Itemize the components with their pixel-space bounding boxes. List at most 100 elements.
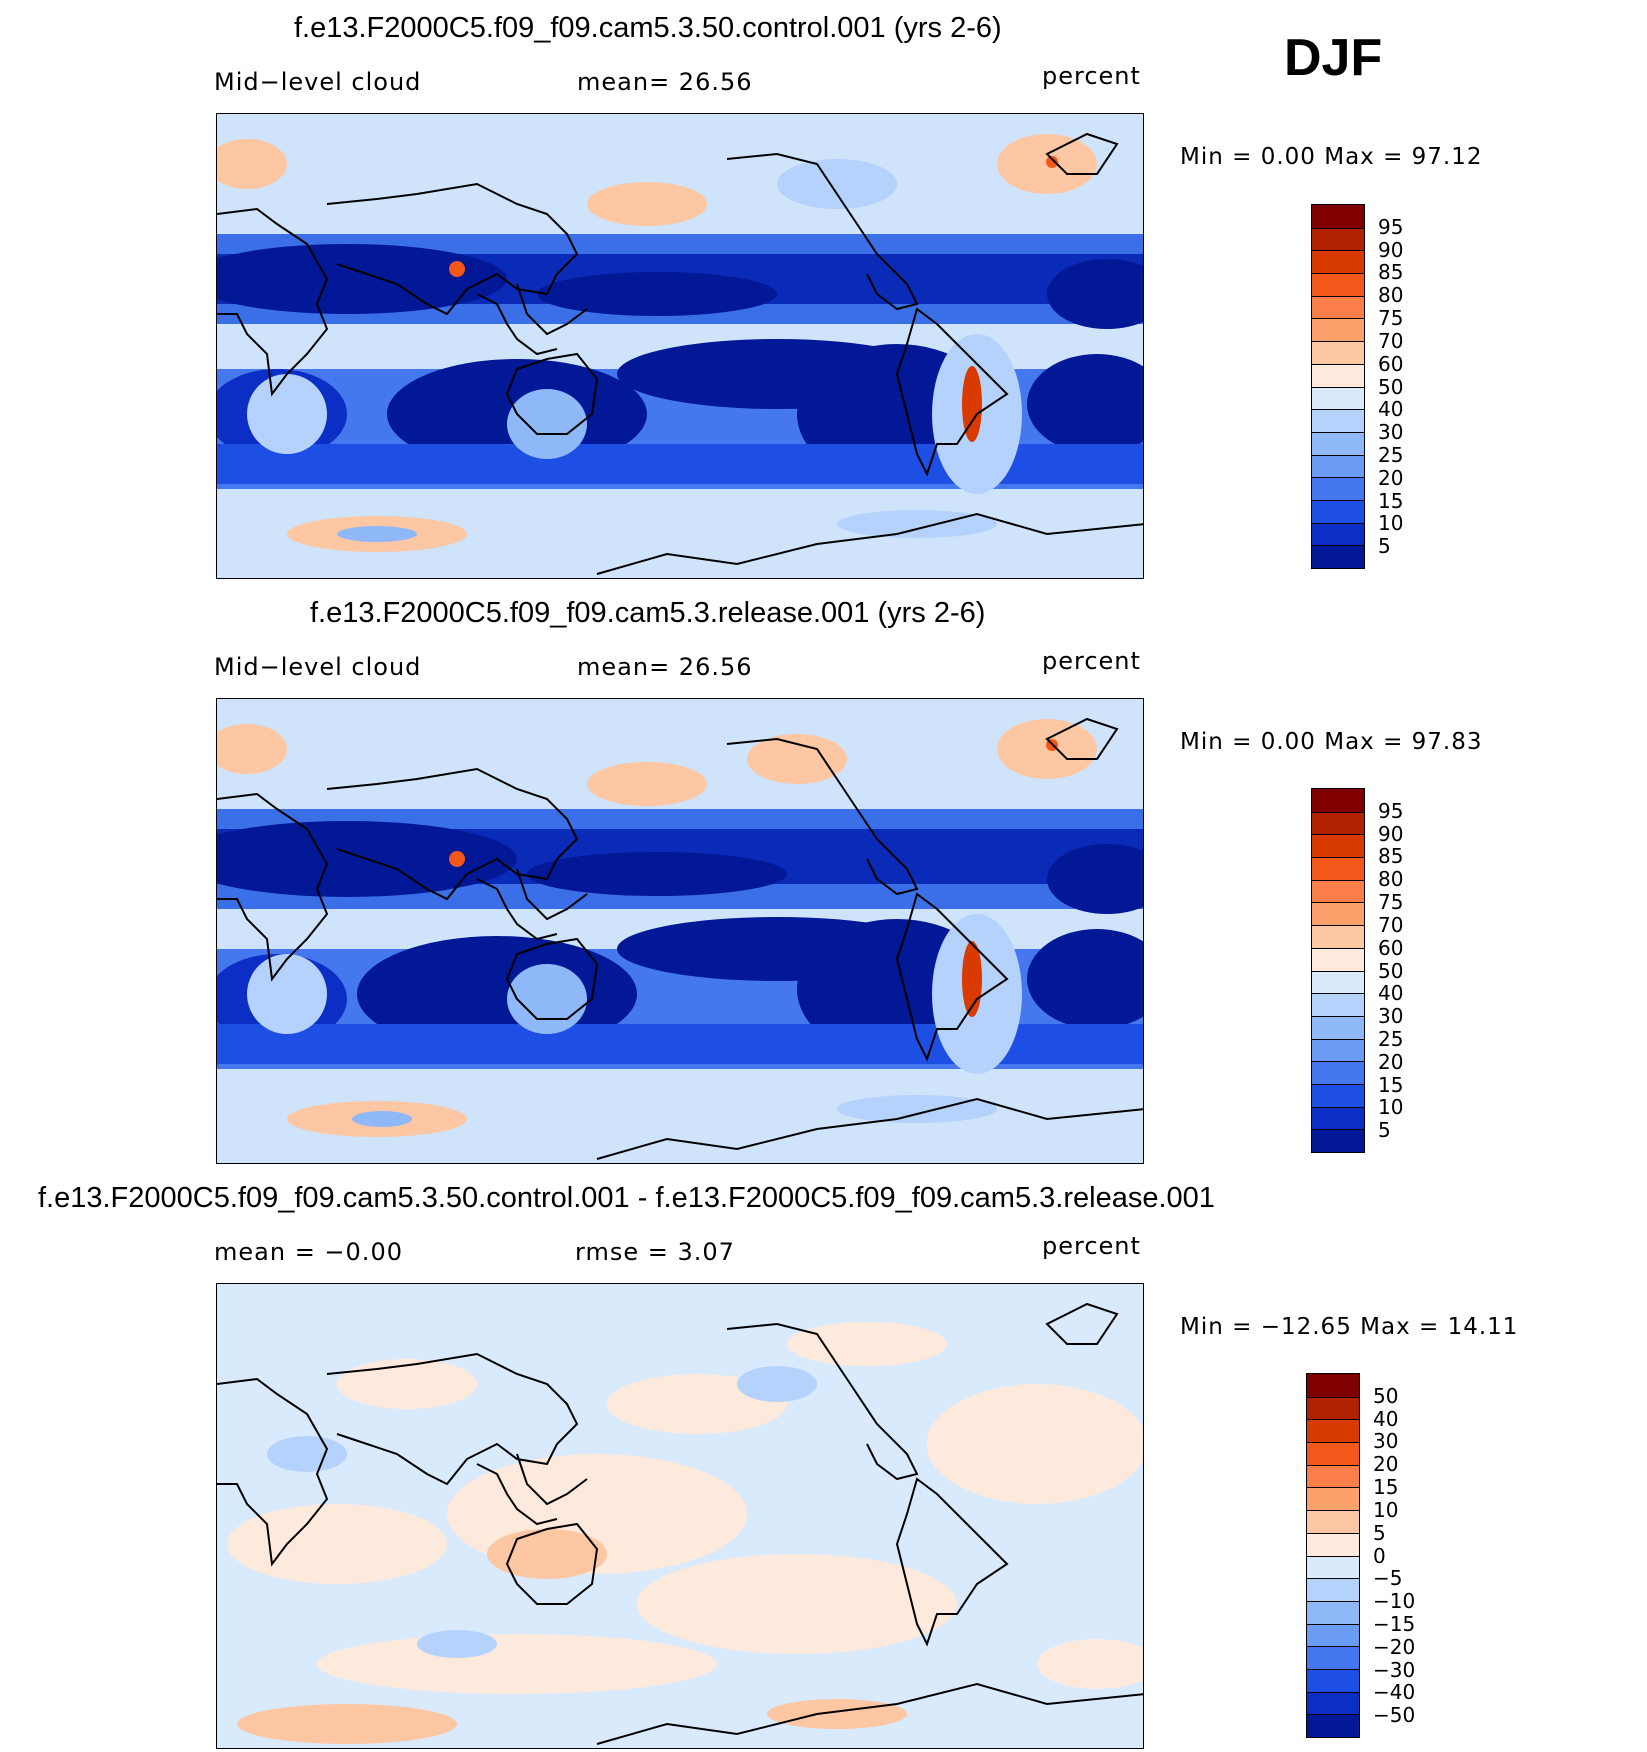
colorbar-tick-label: 20 — [1378, 1049, 1404, 1074]
colorbar-cell — [1312, 1015, 1364, 1039]
panel-1-map — [216, 113, 1144, 579]
panel-2-coastlines — [217, 717, 1143, 1160]
colorbar-cell — [1312, 834, 1364, 858]
colorbar-cell — [1312, 811, 1364, 835]
colorbar-tick-label: 75 — [1378, 890, 1404, 915]
colorbar-tick-label: 90 — [1378, 237, 1404, 262]
colorbar-cell — [1307, 1419, 1359, 1443]
colorbar-cell — [1307, 1578, 1359, 1601]
colorbar-cell — [1312, 970, 1364, 994]
colorbar-cell — [1312, 1038, 1364, 1062]
colorbar-cell — [1307, 1487, 1359, 1511]
colorbar-cell — [1312, 947, 1364, 971]
colorbar-tick-label: 70 — [1378, 328, 1404, 353]
panel-3-coastlines — [217, 1302, 1143, 1745]
panel-1-variable-label: Mid−level cloud — [214, 68, 422, 96]
colorbar-cell — [1312, 902, 1364, 926]
colorbar-tick-label: 15 — [1378, 1072, 1404, 1097]
colorbar-tick-label: 5 — [1378, 1118, 1391, 1143]
colorbar-tick-label: 20 — [1373, 1452, 1399, 1477]
panel-2-units-label: percent — [1042, 647, 1141, 675]
colorbar-tick-label: 5 — [1373, 1520, 1386, 1545]
colorbar-tick-label: 40 — [1373, 1406, 1399, 1431]
colorbar-cell — [1307, 1374, 1359, 1397]
colorbar-cell — [1307, 1396, 1359, 1420]
colorbar-tick-label: 5 — [1378, 534, 1391, 559]
colorbar-cell — [1312, 477, 1364, 500]
colorbar-cell — [1312, 522, 1364, 546]
colorbar-tick-label: 10 — [1378, 511, 1404, 536]
panel-2-map — [216, 698, 1144, 1164]
colorbar-tick-label: 95 — [1378, 798, 1404, 823]
panel-2-minmax: Min = 0.00 Max = 97.83 — [1180, 729, 1483, 755]
colorbar-cell — [1312, 499, 1364, 523]
colorbar-cell — [1307, 1691, 1359, 1715]
colorbar-tick-label: 95 — [1378, 214, 1404, 239]
colorbar-tick-label: 25 — [1378, 1026, 1404, 1051]
colorbar-tick-label: 70 — [1378, 912, 1404, 937]
colorbar-cell — [1312, 993, 1364, 1016]
colorbar-cell — [1312, 1129, 1364, 1152]
colorbar-tick-label: 30 — [1378, 1004, 1404, 1029]
panel-2-variable-label: Mid−level cloud — [214, 653, 422, 681]
season-label: DJF — [1284, 29, 1383, 87]
panel-3-minmax: Min = −12.65 Max = 14.11 — [1180, 1314, 1519, 1340]
colorbar-tick-label: 20 — [1378, 465, 1404, 490]
colorbar-tick-label: 15 — [1378, 488, 1404, 513]
panel-1-minmax: Min = 0.00 Max = 97.12 — [1180, 144, 1483, 170]
colorbar-tick-label: 10 — [1373, 1497, 1399, 1522]
panel-2-title: f.e13.F2000C5.f09_f09.cam5.3.release.001… — [310, 597, 986, 629]
colorbar-tick-label: 40 — [1378, 397, 1404, 422]
colorbar-tick-label: 0 — [1373, 1543, 1386, 1568]
colorbar-tick-label: −20 — [1373, 1634, 1416, 1659]
colorbar-cell — [1312, 341, 1364, 364]
colorbar-cell — [1312, 431, 1364, 455]
panel-1-colorbar-labels: 95 90 85 80 75 70 60 50 40 30 25 20 15 10 5 — [1378, 204, 1438, 569]
colorbar-cell — [1312, 454, 1364, 478]
colorbar-cell — [1307, 1442, 1359, 1465]
colorbar-cell — [1307, 1555, 1359, 1579]
colorbar-tick-label: 50 — [1373, 1383, 1399, 1408]
colorbar-cell — [1312, 205, 1364, 228]
colorbar-cell — [1312, 409, 1364, 432]
colorbar-tick-label: −40 — [1373, 1680, 1416, 1705]
colorbar-tick-label: −5 — [1373, 1566, 1403, 1591]
colorbar-tick-label: −15 — [1373, 1611, 1416, 1636]
colorbar-cell — [1307, 1510, 1359, 1533]
colorbar-cell — [1312, 227, 1364, 251]
panel-3-map-svg — [217, 1284, 1143, 1748]
colorbar-tick-label: 60 — [1378, 935, 1404, 960]
colorbar-tick-label: 50 — [1378, 958, 1404, 983]
colorbar-tick-label: 90 — [1378, 821, 1404, 846]
colorbar-cell — [1307, 1464, 1359, 1488]
colorbar-tick-label: 60 — [1378, 351, 1404, 376]
panel-1-coastlines — [217, 132, 1143, 575]
colorbar-tick-label: 15 — [1373, 1475, 1399, 1500]
colorbar-tick-label: −30 — [1373, 1657, 1416, 1682]
colorbar-tick-label: −10 — [1373, 1589, 1416, 1614]
colorbar-cell — [1312, 879, 1364, 903]
colorbar-tick-label: −50 — [1373, 1703, 1416, 1728]
colorbar-cell — [1312, 857, 1364, 880]
colorbar-tick-label: 30 — [1373, 1429, 1399, 1454]
colorbar-tick-label: 80 — [1378, 283, 1404, 308]
colorbar-cell — [1312, 545, 1364, 568]
colorbar-cell — [1307, 1532, 1359, 1556]
colorbar-tick-label: 85 — [1378, 844, 1404, 869]
colorbar-cell — [1312, 386, 1364, 410]
colorbar-tick-label: 75 — [1378, 306, 1404, 331]
colorbar-cell — [1312, 1061, 1364, 1084]
panel-2-colorbar — [1311, 788, 1365, 1153]
panel-3-map — [216, 1283, 1144, 1749]
colorbar-cell — [1312, 789, 1364, 812]
colorbar-cell — [1312, 250, 1364, 274]
colorbar-cell — [1312, 1083, 1364, 1107]
panel-1-units-label: percent — [1042, 62, 1141, 90]
panel-3-units-label: percent — [1042, 1232, 1141, 1260]
colorbar-tick-label: 30 — [1378, 420, 1404, 445]
colorbar-cell — [1307, 1668, 1359, 1692]
colorbar-tick-label: 80 — [1378, 867, 1404, 892]
panel-2-mean-label: mean= 26.56 — [577, 653, 753, 681]
colorbar-cell — [1312, 925, 1364, 948]
colorbar-tick-label: 25 — [1378, 442, 1404, 467]
